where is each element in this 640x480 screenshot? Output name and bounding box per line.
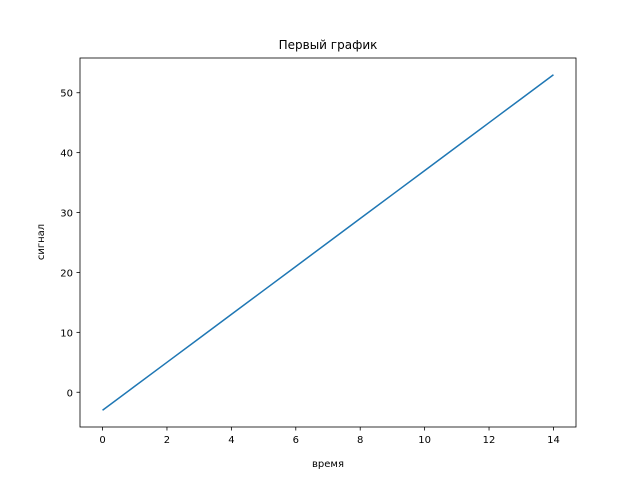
axes-frame xyxy=(79,57,577,428)
y-tick-label-1: 10 xyxy=(60,328,73,339)
chart-title: Первый график xyxy=(279,38,378,52)
x-tick-label-3: 6 xyxy=(293,435,299,446)
x-tick-label-6: 12 xyxy=(483,435,496,446)
x-tick-label-5: 10 xyxy=(418,435,431,446)
x-tick-label-7: 14 xyxy=(547,435,560,446)
y-tick-label-4: 40 xyxy=(60,149,73,160)
series-line-0 xyxy=(102,74,554,411)
y-tick-label-5: 50 xyxy=(60,89,73,100)
x-tick-label-2: 4 xyxy=(228,435,234,446)
x-tick-label-0: 0 xyxy=(99,435,105,446)
y-axis-label: сигнал xyxy=(36,224,47,260)
plot-area: 0 2 4 6 8 10 12 14 0 10 20 30 40 50 xyxy=(60,57,577,446)
y-tick-label-3: 30 xyxy=(60,209,73,220)
y-tick-label-0: 0 xyxy=(67,388,73,399)
x-tick-label-4: 8 xyxy=(357,435,363,446)
x-axis-label: время xyxy=(312,459,344,470)
y-tick-label-2: 20 xyxy=(60,268,73,279)
x-tick-label-1: 2 xyxy=(164,435,170,446)
